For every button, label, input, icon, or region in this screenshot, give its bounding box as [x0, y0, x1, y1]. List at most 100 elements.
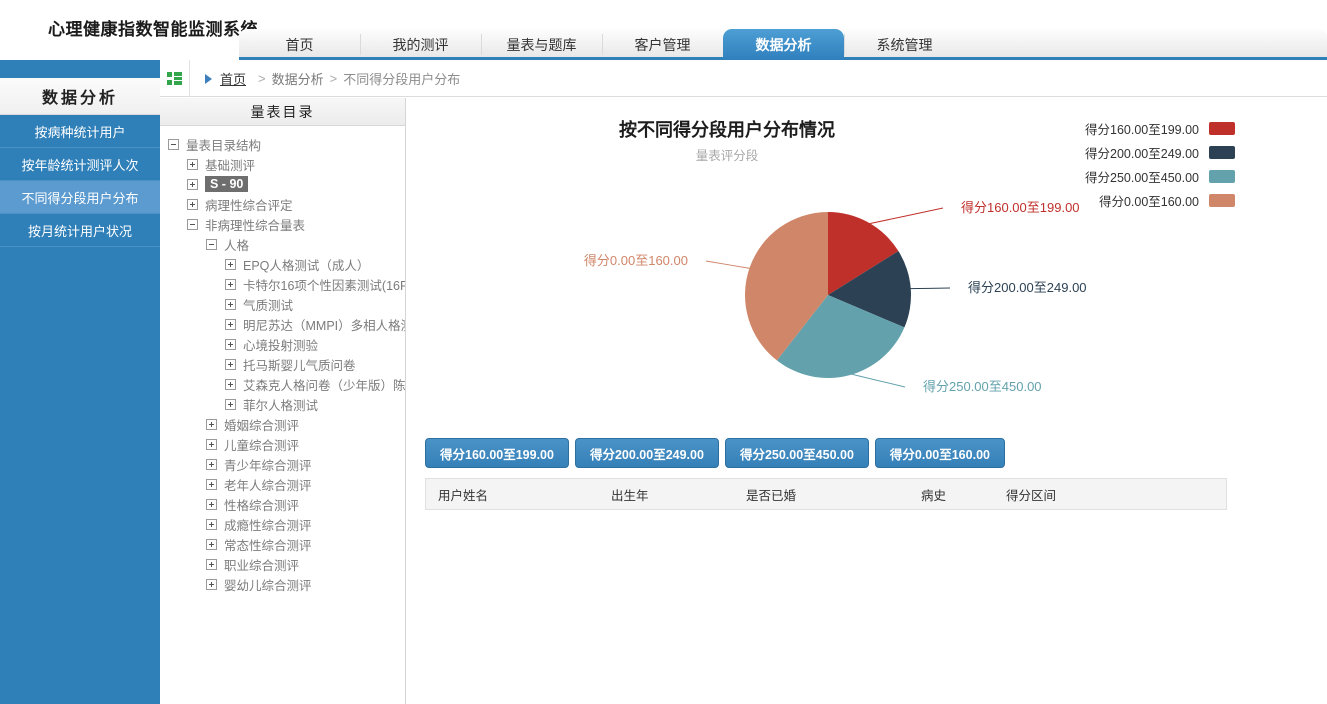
tree-node[interactable]: 基础测评: [160, 154, 405, 174]
table-column-header: 得分区间: [1006, 488, 1057, 503]
breadcrumb-section[interactable]: 数据分析: [271, 72, 324, 87]
nav-tab-1[interactable]: 我的测评: [360, 29, 481, 60]
tree-node-label: 基础测评: [205, 158, 256, 173]
tree-node-label: 青少年综合测评: [224, 458, 312, 473]
expand-icon[interactable]: [206, 478, 217, 490]
expand-icon[interactable]: [206, 558, 217, 570]
segment-button-1[interactable]: 得分200.00至249.00: [574, 438, 719, 468]
tree-node[interactable]: 卡特尔16项个性因素测试(16PF: [160, 274, 405, 294]
main-content: 按不同得分段用户分布情况 量表评分段 得分160.00至199.00 得分200.…: [407, 98, 1327, 704]
nav-tab-0[interactable]: 首页: [239, 29, 360, 60]
pie-slice-label: 得分200.00至249.00: [968, 280, 1087, 295]
expand-icon[interactable]: [187, 198, 198, 210]
expand-icon[interactable]: [187, 158, 198, 170]
pie-slice[interactable]: [776, 295, 905, 379]
pie-chart: 得分160.00至199.00 得分200.00至249.00 得分250.00至4…: [407, 98, 1327, 428]
tree-node[interactable]: 托马斯婴儿气质问卷: [160, 354, 405, 374]
nav-tab-label: 我的测评: [392, 36, 449, 53]
collapse-icon[interactable]: [168, 138, 179, 150]
breadcrumb-home[interactable]: 首页: [220, 72, 247, 87]
pie-svg: 得分160.00至199.00 得分200.00至249.00 得分250.00至4…: [584, 200, 1087, 394]
chart-subtitle: 量表评分段: [695, 149, 759, 163]
expand-icon[interactable]: [206, 578, 217, 590]
tree-node[interactable]: 婴幼儿综合测评: [160, 574, 405, 594]
segment-button-3[interactable]: 得分0.00至160.00: [874, 438, 1005, 468]
tree-node-label: 成瘾性综合测评: [224, 518, 312, 533]
tree-node[interactable]: 职业综合测评: [160, 554, 405, 574]
collapse-icon[interactable]: [206, 238, 217, 250]
nav-tab-label: 数据分析: [755, 36, 812, 53]
pie-slice-label: 得分250.00至450.00: [923, 379, 1042, 394]
tree-node[interactable]: 儿童综合测评: [160, 434, 405, 454]
legend-item[interactable]: 得分0.00至160.00: [1005, 188, 1235, 212]
expand-icon[interactable]: [206, 418, 217, 430]
tree-node[interactable]: 病理性综合评定: [160, 194, 405, 214]
segment-button-2[interactable]: 得分250.00至450.00: [724, 438, 869, 468]
expand-icon[interactable]: [225, 378, 236, 390]
nav-tab-2[interactable]: 量表与题库: [481, 29, 602, 60]
expand-icon[interactable]: [225, 318, 236, 330]
expand-icon[interactable]: [225, 258, 236, 270]
legend-item[interactable]: 得分250.00至450.00: [1005, 164, 1235, 188]
tree-node-label: 明尼苏达（MMPI）多相人格测: [243, 318, 405, 333]
tree-node[interactable]: 艾森克人格问卷（少年版）陈仲: [160, 374, 405, 394]
expand-icon[interactable]: [225, 358, 236, 370]
expand-icon[interactable]: [225, 278, 236, 290]
sidebar-item-2[interactable]: 不同得分段用户分布: [0, 181, 160, 214]
expand-icon[interactable]: [225, 398, 236, 410]
nav-tab-5[interactable]: 系统管理: [844, 29, 965, 60]
expand-icon[interactable]: [206, 498, 217, 510]
tree-node[interactable]: S - 90: [160, 174, 405, 194]
tree-node[interactable]: 婚姻综合测评: [160, 414, 405, 434]
tree-node[interactable]: 常态性综合测评: [160, 534, 405, 554]
tree-node-label: 病理性综合评定: [205, 198, 293, 213]
segment-button-label: 得分200.00至249.00: [589, 447, 704, 462]
segment-button-label: 得分250.00至450.00: [739, 447, 854, 462]
expand-icon[interactable]: [206, 438, 217, 450]
tree-node-label: 婚姻综合测评: [224, 418, 300, 433]
tree-node[interactable]: 青少年综合测评: [160, 454, 405, 474]
expand-icon[interactable]: [206, 538, 217, 550]
sidebar-toggle-button[interactable]: [160, 60, 190, 97]
tree-node[interactable]: 老年人综合测评: [160, 474, 405, 494]
tree-node[interactable]: 气质测试: [160, 294, 405, 314]
tree-node[interactable]: 非病理性综合量表: [160, 214, 405, 234]
sidebar-item-1[interactable]: 按年龄统计测评人次: [0, 148, 160, 181]
tree-node[interactable]: 心境投射测验: [160, 334, 405, 354]
table-column-header: 用户姓名: [438, 488, 489, 503]
tree-node[interactable]: 人格: [160, 234, 405, 254]
expand-icon[interactable]: [187, 178, 198, 190]
tree-node[interactable]: EPQ人格测试（成人）: [160, 254, 405, 274]
sidebar-item-label: 按病种统计用户: [34, 124, 126, 140]
tree-node-label: 艾森克人格问卷（少年版）陈仲: [243, 378, 405, 393]
expand-icon[interactable]: [225, 338, 236, 350]
pie-slice[interactable]: [744, 212, 828, 361]
tree-node[interactable]: 明尼苏达（MMPI）多相人格测: [160, 314, 405, 334]
expand-icon[interactable]: [206, 518, 217, 530]
pie-slice-label: 得分160.00至199.00: [961, 200, 1080, 215]
legend-swatch: [1209, 145, 1235, 159]
legend-label: 得分0.00至160.00: [1098, 194, 1199, 209]
table-body: [425, 510, 1227, 512]
segment-button-label: 得分160.00至199.00: [440, 447, 554, 462]
tree-node[interactable]: 性格综合测评: [160, 494, 405, 514]
legend-item[interactable]: 得分160.00至199.00: [1005, 116, 1235, 140]
expand-icon[interactable]: [225, 298, 236, 310]
table-header-row: 用户姓名 出生年 是否已婚 病史 得分区间: [425, 478, 1227, 510]
expand-icon[interactable]: [206, 458, 217, 470]
segment-button-label: 得分0.00至160.00: [889, 447, 990, 462]
segment-button-0[interactable]: 得分160.00至199.00: [425, 438, 569, 468]
legend-item[interactable]: 得分200.00至249.00: [1005, 140, 1235, 164]
sidebar-item-3[interactable]: 按月统计用户状况: [0, 214, 160, 247]
pie-slice[interactable]: [828, 251, 911, 328]
sidebar-item-0[interactable]: 按病种统计用户: [0, 115, 160, 148]
pie-slice[interactable]: [828, 212, 899, 295]
breadcrumb-current: 不同得分段用户分布: [343, 72, 461, 87]
nav-tab-3[interactable]: 客户管理: [602, 29, 723, 60]
tree-node[interactable]: 菲尔人格测试: [160, 394, 405, 414]
nav-tab-4[interactable]: 数据分析: [723, 29, 844, 60]
table-column-header: 出生年: [611, 488, 649, 503]
tree-node[interactable]: 量表目录结构: [160, 134, 405, 154]
tree-node[interactable]: 成瘾性综合测评: [160, 514, 405, 534]
collapse-icon[interactable]: [187, 218, 198, 230]
